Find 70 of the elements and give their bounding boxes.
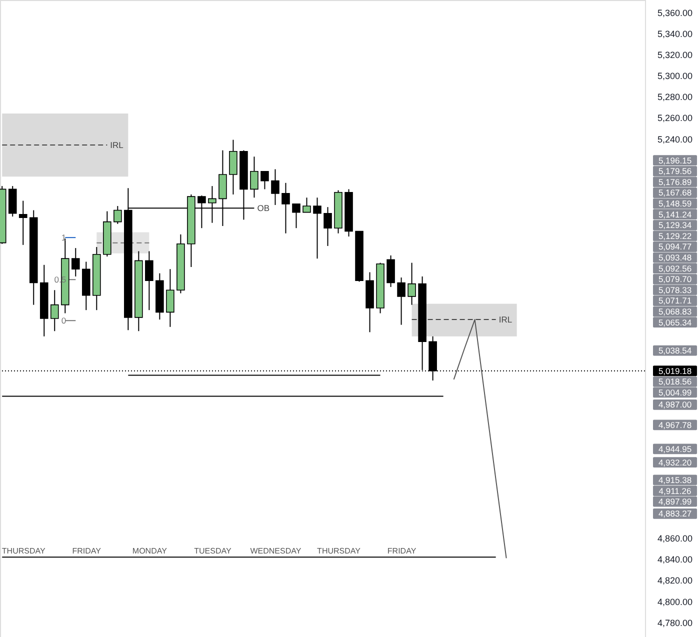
y-tick-label: 4,860.00 [658, 534, 693, 544]
candlestick [397, 277, 406, 326]
y-tick-label: 5,280.00 [658, 92, 693, 102]
text: 5,148.59 [658, 198, 692, 209]
annotation: 1 [61, 232, 66, 243]
y-tick-label: 5,260.00 [658, 113, 693, 124]
candlestick [166, 268, 174, 328]
text: 4,911.26 [658, 486, 692, 496]
text: 5,167.68 [658, 188, 692, 198]
text: 5,196.15 [658, 155, 692, 166]
text: 5,176.89 [658, 176, 692, 187]
annotation: 0 [61, 316, 66, 326]
candlestick [250, 156, 258, 198]
x-tick-label: WEDNESDAY [250, 546, 302, 556]
text: 5,129.22 [658, 230, 692, 241]
y-tick-label: 5,300.00 [658, 71, 693, 82]
text: 5,004.99 [658, 387, 692, 398]
candlestick [71, 248, 80, 277]
candlestick [114, 206, 122, 224]
text: 5,179.56 [658, 166, 692, 176]
text: 5,093.48 [658, 252, 692, 263]
x-tick-label: MONDAY [132, 546, 168, 556]
text: 4,987.00 [658, 400, 692, 410]
y-tick-label: 5,340.00 [658, 29, 693, 40]
y-tick-label: 5,320.00 [658, 50, 693, 60]
candlestick [313, 197, 322, 260]
y-tick-label: 5,360.00 [658, 8, 693, 18]
text: 5,018.56 [658, 376, 692, 387]
text: 5,068.83 [658, 306, 692, 317]
series-label: IRL [110, 140, 124, 150]
x-tick-label: THURSDAY [317, 546, 362, 556]
text: 4,944.95 [658, 444, 692, 454]
text: 5,071.71 [658, 296, 692, 306]
candlestick [271, 168, 280, 206]
text: 5,092.56 [658, 263, 692, 274]
text: 4,967.78 [658, 420, 692, 430]
y-tick-label: 4,780.00 [658, 618, 693, 628]
candlestick [302, 197, 311, 213]
candlestick [408, 262, 416, 306]
text: 5,065.34 [658, 317, 692, 328]
x-tick-label: FRIDAY [387, 546, 417, 556]
x-tick-label: THURSDAY [2, 546, 46, 556]
text: 5,129.34 [658, 220, 692, 230]
text: 5,038.54 [658, 346, 692, 356]
candlestick [386, 254, 395, 288]
candlestick [282, 182, 290, 234]
text: 4,915.38 [658, 474, 692, 485]
text: 4,883.27 [658, 508, 692, 519]
series-label: OB [257, 203, 270, 214]
text: 4,932.20 [658, 457, 692, 468]
candlestick [145, 250, 154, 311]
y-tick-label: 4,840.00 [658, 554, 693, 565]
y-tick-label: 4,800.00 [658, 596, 693, 607]
text: 4,897.99 [658, 496, 692, 507]
candlestick [260, 170, 269, 190]
series-label: IRL [498, 314, 512, 325]
ref-line-label: 5,019.18 [658, 366, 692, 376]
candlestick [50, 290, 59, 332]
candlestick [324, 206, 332, 246]
text: 5,078.33 [658, 284, 692, 295]
x-tick-label: TUESDAY [194, 546, 232, 556]
candlestick [18, 200, 28, 246]
text: 5,079.70 [658, 274, 692, 284]
x-tick-label: FRIDAY [72, 546, 102, 556]
text: 5,094.77 [658, 242, 692, 252]
candlestick [229, 139, 238, 195]
candlestick [292, 203, 300, 229]
y-tick-label: 5,240.00 [658, 134, 693, 144]
text: 5,141.24 [658, 209, 692, 220]
y-tick-label: 4,820.00 [658, 576, 693, 586]
